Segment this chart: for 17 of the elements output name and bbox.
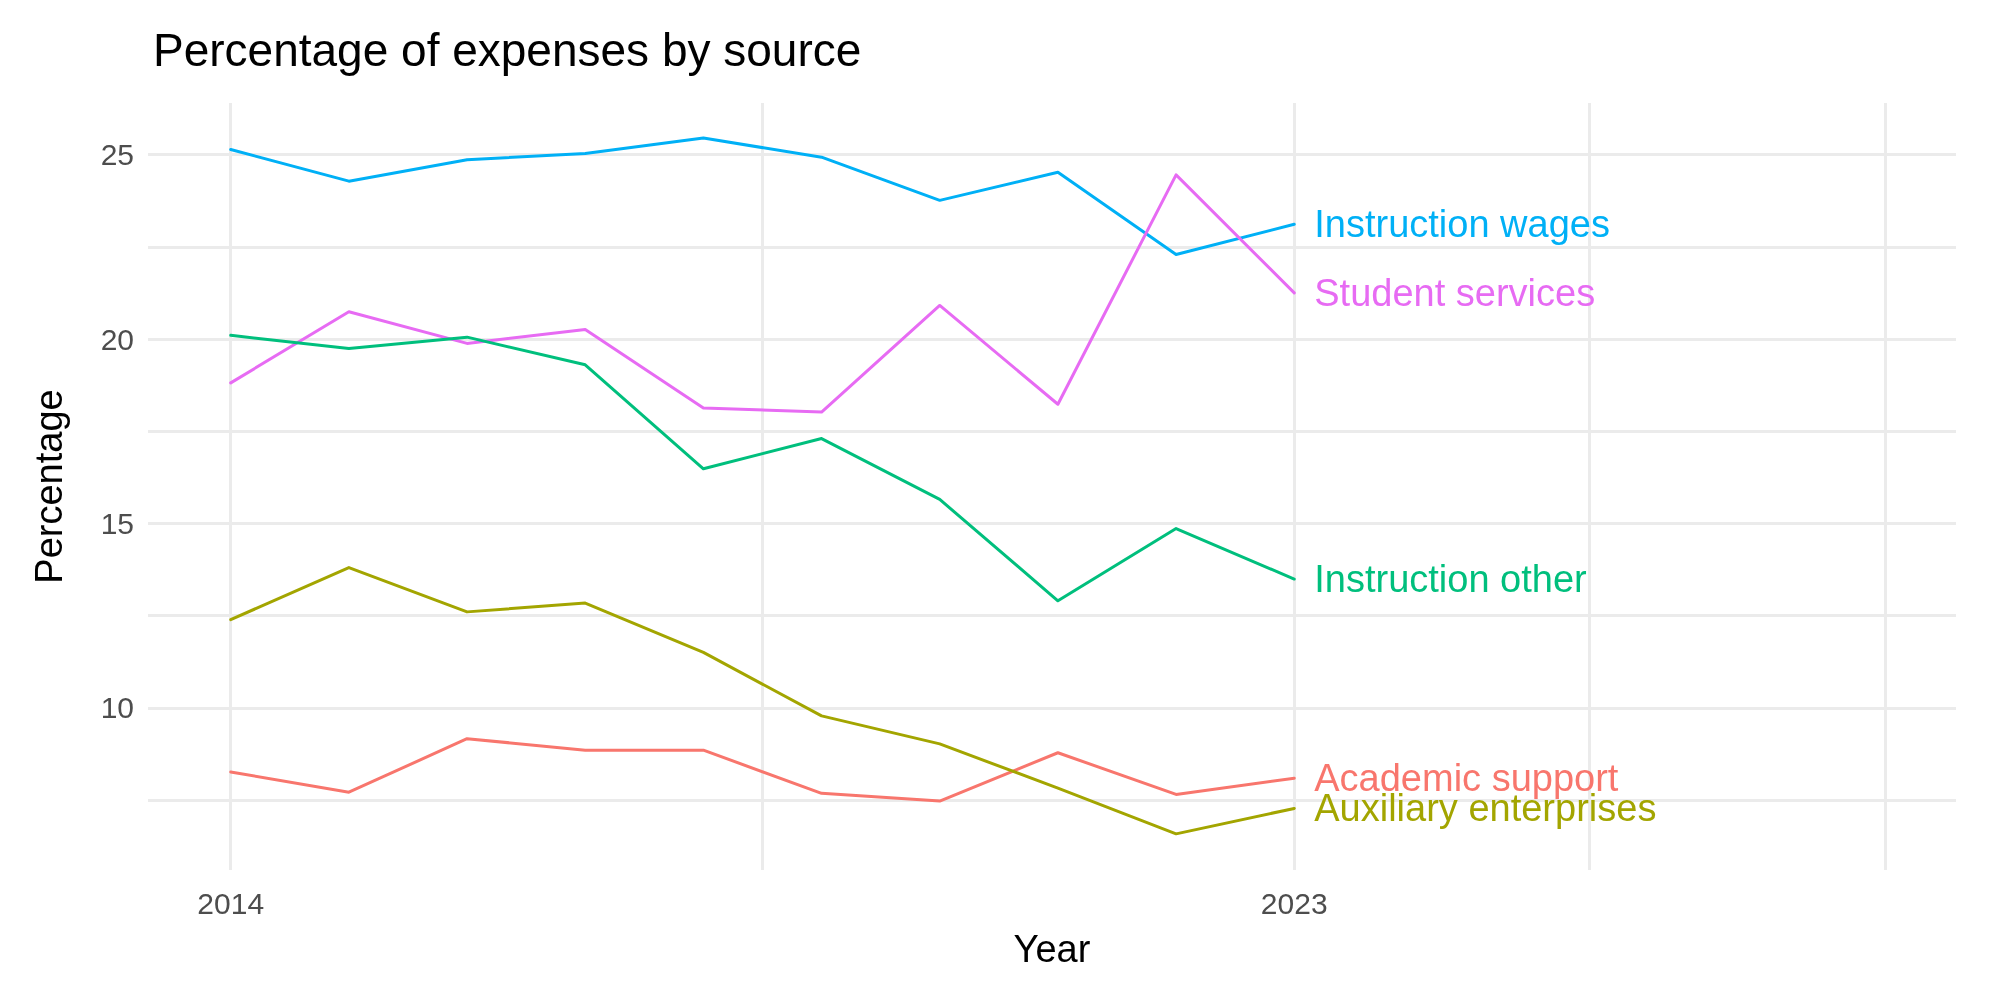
y-tick-label: 25 xyxy=(100,138,134,172)
series-label: Instruction wages xyxy=(1314,203,1610,246)
x-tick-label: 2014 xyxy=(197,886,265,920)
line-series xyxy=(229,737,1296,803)
y-tick-label: 10 xyxy=(100,691,134,725)
y-axis-title: Percentage xyxy=(28,389,70,584)
x-axis-title: Year xyxy=(1013,928,1091,970)
series-label: Student services xyxy=(1314,271,1596,314)
y-tick-label: 15 xyxy=(100,506,134,540)
line-series xyxy=(229,566,1296,836)
line-series xyxy=(229,333,1296,603)
chart-title: Percentage of expenses by source xyxy=(153,24,862,76)
x-tick-label: 2023 xyxy=(1260,886,1328,920)
line-series xyxy=(229,136,1296,257)
series-label: Instruction other xyxy=(1314,558,1588,601)
y-tick-label: 20 xyxy=(100,322,134,356)
line-series xyxy=(229,173,1296,414)
